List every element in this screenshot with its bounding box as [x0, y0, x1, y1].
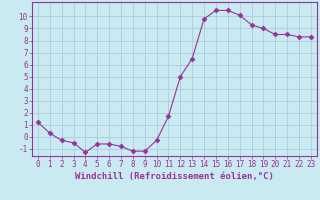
X-axis label: Windchill (Refroidissement éolien,°C): Windchill (Refroidissement éolien,°C) [75, 172, 274, 181]
